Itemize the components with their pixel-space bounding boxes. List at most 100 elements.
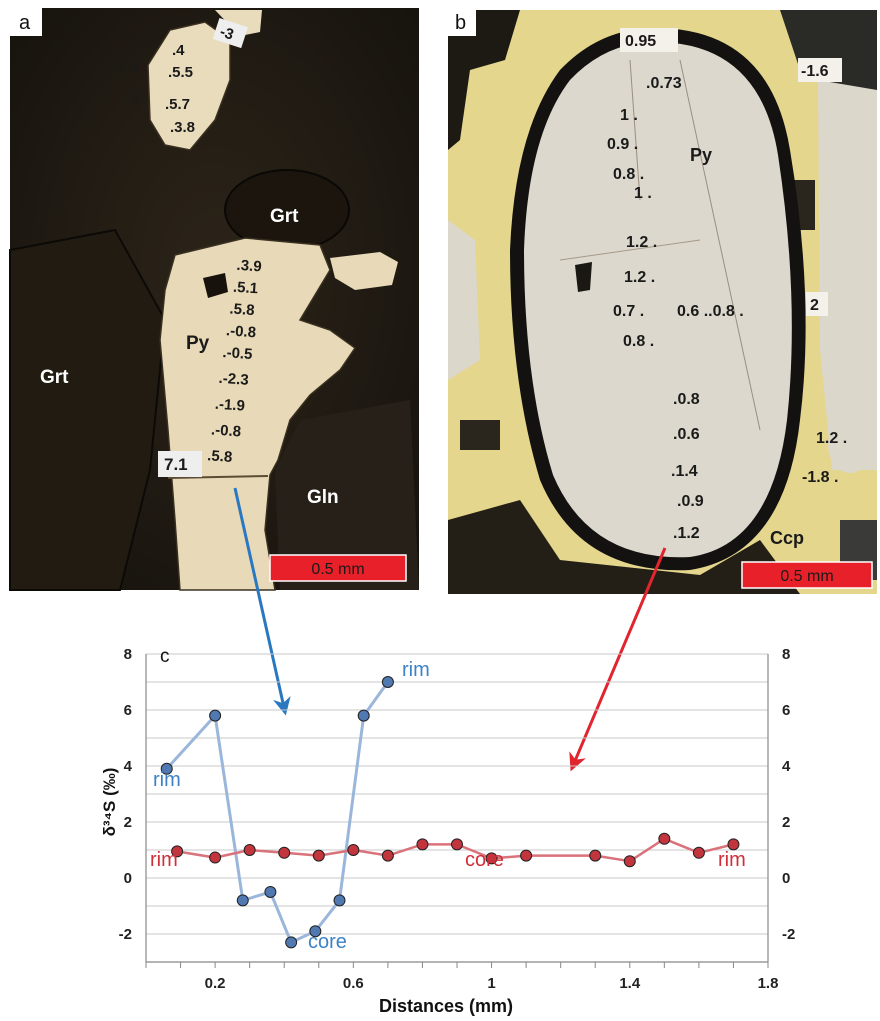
- mineral-label-py: Py: [186, 333, 210, 354]
- annotation-blue-core: core: [308, 931, 347, 953]
- chart-c: 0.2 0.6 1 1.4 1.8 -2 -2 0 0 2 2 4 4 6 6 8 8 c Distances …: [100, 646, 795, 1016]
- data-point-series-2: [171, 845, 184, 858]
- grain-value: 0.8 .: [613, 166, 644, 183]
- crack: [629, 59, 641, 201]
- top-grain-value-4: .3.8: [170, 119, 195, 136]
- x-tick-label: 0.2: [205, 975, 226, 992]
- x-axis-label: Distances (mm): [379, 996, 513, 1016]
- dark-patch-1: [460, 420, 500, 450]
- y-tick-label-right: 8: [782, 646, 790, 663]
- panel-a-label: a: [19, 12, 31, 34]
- svg-text:-3: -3: [218, 23, 236, 43]
- data-point-series-2: [347, 844, 360, 856]
- main-value: .5.8: [229, 300, 255, 319]
- data-point-series-1: [160, 762, 173, 775]
- main-value: .-0.8: [225, 322, 256, 341]
- pyrite-main-grain: [524, 42, 792, 558]
- y-axis-label: δ³⁴S (‰): [100, 768, 119, 837]
- garnet-left-grain: [9, 228, 167, 591]
- galena-area: [275, 400, 419, 590]
- data-point-series-2: [451, 838, 463, 851]
- pyrite-top-small: [215, 10, 262, 36]
- top-left-value-2: -3: [125, 90, 138, 107]
- data-point-series-2: [278, 846, 291, 859]
- y-tick-label-left: 4: [124, 758, 133, 775]
- data-point-series-2: [692, 846, 705, 859]
- grain-value: .0.8: [673, 391, 700, 408]
- data-point-series-1: [381, 676, 394, 688]
- box-right-value-b-bg: [798, 58, 842, 82]
- pyrite-right-strip: [818, 80, 877, 470]
- series-line-2: [176, 837, 734, 863]
- data-point-series-2: [485, 852, 498, 865]
- y-tick-label-left: 6: [124, 702, 132, 719]
- top-left-value-1: 0.9: [118, 59, 139, 76]
- grain-value: 1.2 .: [624, 269, 655, 286]
- data-point-series-1: [236, 894, 249, 907]
- x-tick-label: 0.6: [343, 975, 364, 992]
- main-values: .3.9 .5.1 .5.8 .-0.8 .-0.5 .-2.3 .-1.9 .…: [207, 257, 263, 466]
- main-value: .5.1: [233, 279, 259, 298]
- grain-value: .0.6: [673, 426, 700, 443]
- x-tick-label: 1: [487, 975, 495, 992]
- red-arrow: [569, 547, 667, 772]
- y-tick-label-right: -2: [782, 926, 795, 943]
- data-point-series-2: [658, 832, 671, 845]
- annotation-red-rim-right: rim: [718, 849, 746, 871]
- annotation-red-core: core: [465, 849, 504, 871]
- box-mid-value-b-bg: [806, 292, 828, 316]
- main-value: .-0.8: [210, 421, 241, 440]
- data-point-series-1: [309, 925, 322, 938]
- main-value: .5.8: [207, 447, 233, 466]
- inclusion: [575, 262, 592, 292]
- grain-value: 0.8 .: [623, 333, 654, 350]
- main-value: .-2.3: [218, 370, 249, 389]
- pyrite-small-grain: [828, 417, 872, 473]
- scale-bar-a-label: 0.5 mm: [311, 561, 364, 578]
- mineral-label-grt-left: Grt: [40, 367, 69, 388]
- grain-value: 1.2 .: [626, 234, 657, 251]
- box-top-value-b-bg: [620, 28, 678, 52]
- grain-value: .0.9: [677, 493, 704, 510]
- y-tick-label-right: 4: [782, 758, 791, 775]
- tick-labels: 0.2 0.6 1 1.4 1.8 -2 -2 0 0 2 2 4 4 6 6 8 8: [119, 646, 796, 992]
- top-grain-value-1: .4: [172, 42, 185, 59]
- ccp-value: -1.8 .: [802, 469, 838, 486]
- data-point-series-1: [264, 886, 277, 898]
- data-point-series-2: [381, 849, 394, 862]
- panel-a: a Grt Grt Py Gln .4 .5.5 .5.7 .3.8 0.9 -…: [9, 8, 419, 591]
- box-top-value-b: 0.95: [625, 33, 656, 50]
- scale-bar-b: [741, 561, 873, 589]
- y-tick-label-left: -2: [119, 926, 132, 943]
- data-point-series-1: [285, 936, 298, 949]
- mineral-label-gln: Gln: [307, 487, 339, 508]
- data-point-series-1: [357, 709, 370, 722]
- box-top-value: -3: [212, 17, 248, 49]
- main-value: .-0.5: [222, 344, 253, 363]
- y-tick-label-right: 2: [782, 814, 790, 831]
- annotation-blue-rim-left: rim: [153, 769, 181, 791]
- data-point-series-2: [623, 855, 636, 868]
- x-tick-label: 1.4: [619, 975, 641, 992]
- data-point-series-2: [589, 849, 602, 862]
- mineral-label-py-b: Py: [690, 145, 712, 165]
- crack: [559, 239, 701, 261]
- grain-value: .0.73: [646, 75, 682, 92]
- axes: [145, 654, 769, 968]
- series-lines: [165, 681, 734, 944]
- chart-panel-label: c: [160, 646, 170, 667]
- inclusion: [203, 273, 228, 298]
- data-point-series-2: [209, 851, 222, 864]
- grain-value: 1 .: [634, 185, 652, 202]
- y-tick-label-right: 0: [782, 870, 790, 887]
- top-grain-value-3: .5.7: [165, 96, 190, 113]
- pyrite-left-strip: [448, 220, 480, 380]
- top-grain-value-2: .5.5: [168, 64, 193, 81]
- x-tick-label: 1.8: [758, 975, 779, 992]
- gridlines: [146, 653, 768, 963]
- y-tick-label-left: 2: [124, 814, 132, 831]
- main-value: .3.9: [236, 257, 262, 276]
- panel-b-label-box: [448, 10, 476, 36]
- grain-value: 0.9 .: [607, 136, 638, 153]
